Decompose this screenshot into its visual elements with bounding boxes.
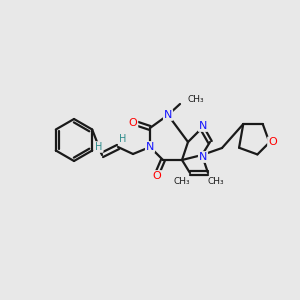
Text: CH₃: CH₃ — [174, 178, 190, 187]
Text: N: N — [199, 152, 207, 162]
Text: CH₃: CH₃ — [208, 178, 224, 187]
Text: O: O — [268, 137, 277, 147]
Text: O: O — [129, 118, 137, 128]
Text: O: O — [153, 171, 161, 181]
Text: H: H — [119, 134, 127, 144]
Text: H: H — [95, 142, 103, 152]
Text: N: N — [199, 121, 207, 131]
Text: N: N — [146, 142, 154, 152]
Text: N: N — [164, 110, 172, 120]
Text: CH₃: CH₃ — [187, 95, 204, 104]
